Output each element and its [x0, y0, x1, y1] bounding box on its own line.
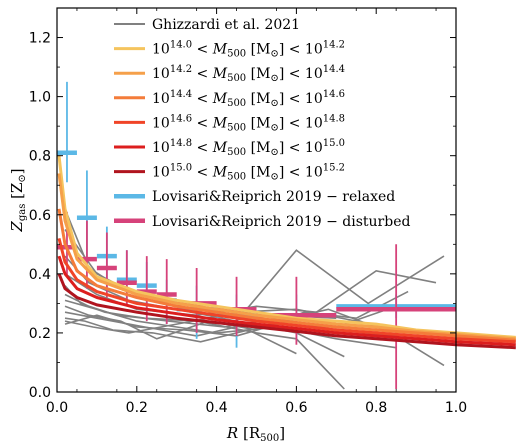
x-axis-label: R [R500] — [226, 424, 285, 444]
legend-label: Lovisari&Reiprich 2019 − relaxed — [152, 189, 395, 205]
legend-label: 1015.0 < M500 [M⊙] < 1015.2 — [152, 163, 345, 183]
x-tick-label: 0.6 — [285, 400, 307, 416]
legend-label: 1014.4 < M500 [M⊙] < 1014.6 — [152, 89, 345, 109]
x-tick-label: 0.0 — [46, 400, 68, 416]
y-tick-label: 0.0 — [29, 385, 51, 401]
legend-label: Ghizzardi et al. 2021 — [152, 17, 300, 33]
y-tick-label: 1.0 — [29, 90, 51, 106]
x-tick-label: 1.0 — [445, 400, 467, 416]
mass-bin-curve — [57, 155, 516, 339]
y-tick-label: 0.4 — [29, 267, 51, 283]
mass-bin-curve — [57, 208, 516, 342]
y-tick-label: 0.6 — [29, 208, 51, 224]
y-axis-label: Zgas [Z⊙] — [8, 168, 28, 232]
legend-label: Lovisari&Reiprich 2019 − disturbed — [152, 214, 410, 230]
y-tick-label: 1.2 — [29, 31, 51, 47]
ghizzardi-profile-line — [64, 317, 297, 355]
x-tick-label: 0.4 — [205, 400, 227, 416]
mass-bin-curve — [57, 238, 516, 344]
mass-bin-curve — [57, 255, 516, 347]
mass-bin-curve — [57, 173, 516, 341]
x-tick-label: 0.8 — [365, 400, 387, 416]
plot-frame — [56, 7, 457, 393]
axis-ticks: 0.0 0.2 0.4 0.6 0.8 1.0 0.0 0.2 0.4 0.6 0.8 1.0 1.2 — [29, 7, 467, 416]
x-tick-label: 0.2 — [126, 400, 148, 416]
legend-label: 1014.2 < M500 [M⊙] < 1014.4 — [152, 64, 345, 84]
legend-label: 1014.8 < M500 [M⊙] < 1015.0 — [152, 138, 345, 158]
mass-bin-curves — [57, 155, 516, 350]
legend-label: 1014.6 < M500 [M⊙] < 1014.8 — [152, 113, 345, 133]
y-tick-label: 0.8 — [29, 149, 51, 165]
legend: Ghizzardi et al. 2021 1014.0 < M500 [M⊙] … — [114, 17, 410, 230]
mass-bin-curve — [57, 273, 516, 350]
y-tick-label: 0.2 — [29, 326, 51, 342]
legend-label: 1014.0 < M500 [M⊙] < 1014.2 — [152, 40, 345, 60]
